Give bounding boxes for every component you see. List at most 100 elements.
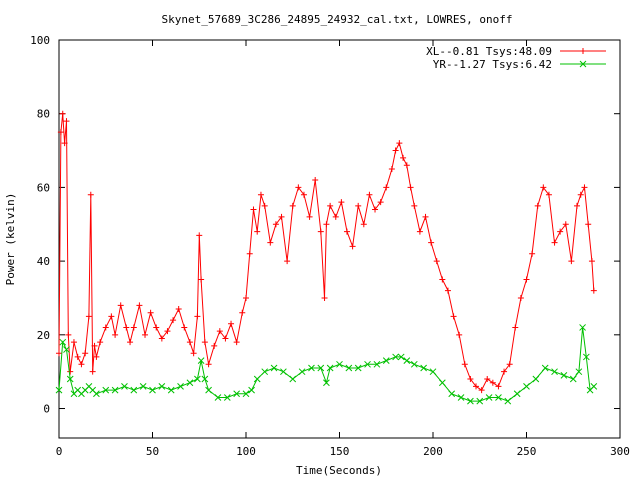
series-1-point xyxy=(403,162,410,169)
series-1-point xyxy=(289,202,296,209)
series-2-point xyxy=(382,357,390,364)
series-2-point xyxy=(280,368,287,376)
series-1-point xyxy=(164,328,171,335)
series-2-point xyxy=(121,383,128,390)
series-1-point xyxy=(56,350,62,357)
series-2-point xyxy=(467,397,474,405)
series-2-point xyxy=(560,371,568,379)
series-1-point xyxy=(130,324,137,331)
series-2-point xyxy=(420,364,428,372)
axis-ticks: 0 50 100 150 200 250 300 0 20 40 60 80 100 xyxy=(30,34,630,458)
series-1-point xyxy=(557,228,564,235)
series-2-point xyxy=(194,375,201,383)
series-1-point xyxy=(332,213,339,220)
chart-title: Skynet_57689_3C286_24895_24932_cal.txt, … xyxy=(162,13,513,26)
series-1-point xyxy=(501,368,508,375)
series-2-point xyxy=(457,394,465,401)
series-1-point xyxy=(461,361,468,368)
series-1-point xyxy=(74,353,81,360)
series-1-point xyxy=(78,361,85,368)
series-2-point xyxy=(373,360,381,368)
series-1-point xyxy=(577,191,584,198)
series-1-point xyxy=(261,202,268,209)
series-1-point xyxy=(388,165,395,172)
series-1-point xyxy=(377,199,384,206)
series-2-point xyxy=(130,386,138,394)
series-1-point xyxy=(136,302,143,309)
series-2-point xyxy=(111,386,119,394)
series-1-point xyxy=(529,250,536,257)
series-1-point xyxy=(284,258,291,265)
series-1-point xyxy=(396,140,403,147)
series-1-point xyxy=(489,379,496,386)
series-2-point xyxy=(575,368,583,376)
series-1-point xyxy=(306,213,313,220)
series-1-point xyxy=(89,368,96,375)
series-2-point xyxy=(513,390,521,398)
series-2-point xyxy=(177,383,184,390)
series-1-point xyxy=(411,202,418,209)
series-1-point xyxy=(383,184,390,191)
series-2-point xyxy=(242,390,250,398)
series-1-point xyxy=(63,118,70,125)
series-2-point xyxy=(214,394,222,401)
series-2-point xyxy=(201,375,209,383)
series-1-point xyxy=(416,228,423,235)
series-2-point xyxy=(326,364,334,372)
series-2-point xyxy=(93,390,100,398)
series-2-point xyxy=(233,390,241,398)
x-tick-label: 300 xyxy=(610,445,630,458)
series-2 xyxy=(55,324,598,405)
series-2-point xyxy=(261,368,269,376)
series-1-point xyxy=(196,232,203,239)
series-1-point xyxy=(585,221,592,228)
series-2-point xyxy=(270,364,278,372)
series-1-point xyxy=(392,147,399,154)
series-1-point xyxy=(523,276,530,283)
series-1-point xyxy=(267,239,274,246)
series-1-point xyxy=(484,376,491,383)
series-1-point xyxy=(439,276,446,283)
series-1-point xyxy=(147,309,154,316)
series-1-point xyxy=(257,191,264,198)
series-1-point xyxy=(323,221,330,228)
series-1-point xyxy=(327,202,334,209)
legend-marker xyxy=(579,60,587,68)
series-1-point xyxy=(61,140,68,147)
series-2-point xyxy=(248,386,255,394)
series-1-point xyxy=(545,191,552,198)
legend-label: YR--1.27 Tsys:6.42 xyxy=(433,58,552,71)
series-1-point xyxy=(198,276,205,283)
series-2-point xyxy=(392,353,399,361)
series-1-point xyxy=(112,331,119,338)
series-2-point xyxy=(429,368,437,376)
legend-marker xyxy=(580,48,586,54)
y-tick-label: 60 xyxy=(37,181,50,194)
y-tick-label: 20 xyxy=(37,329,50,342)
series-1-point xyxy=(91,342,98,349)
series-1-point xyxy=(57,129,64,136)
series-1-point xyxy=(190,350,197,357)
series-1-point xyxy=(222,335,229,342)
series-1-point xyxy=(573,202,580,209)
series-1-point xyxy=(467,376,474,383)
x-tick-label: 150 xyxy=(330,445,350,458)
series-1-point xyxy=(568,258,575,265)
series-2-point xyxy=(354,364,362,372)
series-2-point xyxy=(403,357,411,364)
series-1-point xyxy=(517,294,524,301)
series-1-point xyxy=(108,313,115,320)
series-1-point xyxy=(181,324,188,331)
series-1-point xyxy=(321,294,328,301)
series-1-point xyxy=(295,184,302,191)
series-2-point xyxy=(308,364,315,372)
series-2-point xyxy=(590,383,598,390)
series-2-point xyxy=(476,397,484,405)
x-tick-label: 0 xyxy=(56,445,63,458)
series-2-point xyxy=(532,375,540,383)
series-1-point xyxy=(158,335,165,342)
series-1-point xyxy=(349,243,356,250)
series-1-point xyxy=(246,250,253,257)
series-2-point xyxy=(186,379,194,387)
